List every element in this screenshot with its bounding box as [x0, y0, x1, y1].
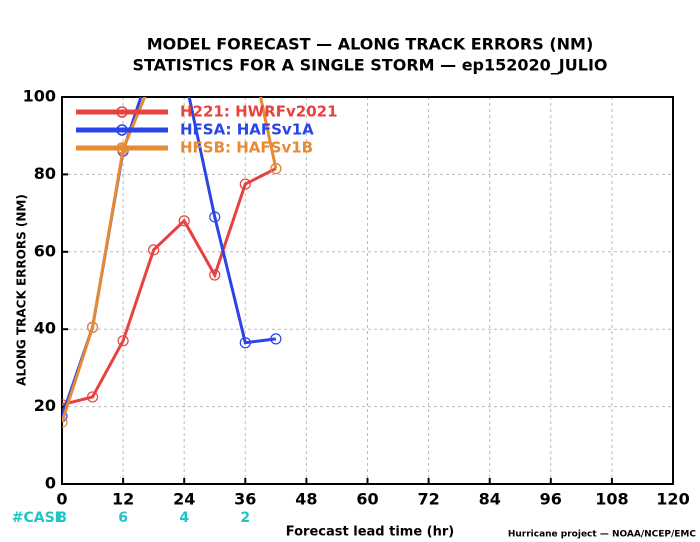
x-tick-label: 84	[479, 490, 501, 509]
y-tick-label: 100	[23, 87, 56, 106]
data-point	[239, 337, 251, 349]
case-count: 2	[240, 510, 250, 526]
case-count: 6	[118, 510, 128, 526]
x-tick-label: 72	[417, 490, 439, 509]
y-tick-label: 60	[34, 241, 56, 260]
legend-marker	[116, 124, 128, 136]
legend-label: H221: HWRFv2021	[180, 103, 338, 121]
data-point	[148, 244, 160, 256]
chart-subtitle: STATISTICS FOR A SINGLE STORM — ep152020…	[132, 56, 607, 75]
series-line	[62, 167, 277, 407]
x-tick-label: 108	[595, 490, 628, 509]
case-count: 8	[57, 510, 67, 526]
data-point	[62, 410, 68, 422]
x-tick-label: 48	[295, 490, 317, 509]
legend-label: HFSA: HAFSv1A	[180, 121, 314, 139]
x-tick-label: 24	[173, 490, 195, 509]
x-tick-label: 96	[540, 490, 562, 509]
footer: Hurricane project — NOAA/NCEP/EMC	[508, 530, 697, 540]
x-axis-label: Forecast lead time (hr)	[286, 525, 454, 540]
y-tick-label: 40	[34, 319, 56, 338]
chart-title: MODEL FORECAST — ALONG TRACK ERRORS (NM)	[147, 35, 594, 54]
plot-frame	[61, 96, 674, 485]
legend-marker	[116, 106, 128, 118]
y-axis-label: ALONG TRACK ERRORS (NM)	[15, 194, 29, 386]
data-point	[86, 321, 99, 333]
y-tick-label: 20	[34, 396, 56, 415]
y-tick-label: 80	[34, 164, 56, 183]
plot-area	[62, 0, 282, 428]
y-tick-label: 0	[45, 474, 56, 493]
x-tick-label: 120	[656, 490, 689, 509]
case-label: #CASE	[12, 510, 65, 526]
data-point	[209, 269, 221, 281]
data-point	[240, 20, 250, 30]
x-tick-label: 60	[356, 490, 378, 509]
x-tick-label: 0	[56, 490, 67, 509]
data-point	[239, 178, 251, 190]
series-line	[62, 97, 278, 423]
case-count: 4	[179, 510, 189, 526]
data-point	[62, 416, 68, 428]
data-point	[179, 0, 189, 5]
legend-marker	[116, 142, 128, 154]
legend-label: HFSB: HAFSv1B	[180, 139, 313, 157]
data-point	[178, 215, 190, 227]
x-tick-label: 12	[112, 490, 134, 509]
data-point	[270, 162, 282, 175]
x-tick-label: 36	[234, 490, 256, 509]
data-point	[209, 211, 221, 223]
data-point	[117, 335, 129, 347]
data-point	[86, 391, 99, 403]
data-point	[270, 333, 282, 345]
